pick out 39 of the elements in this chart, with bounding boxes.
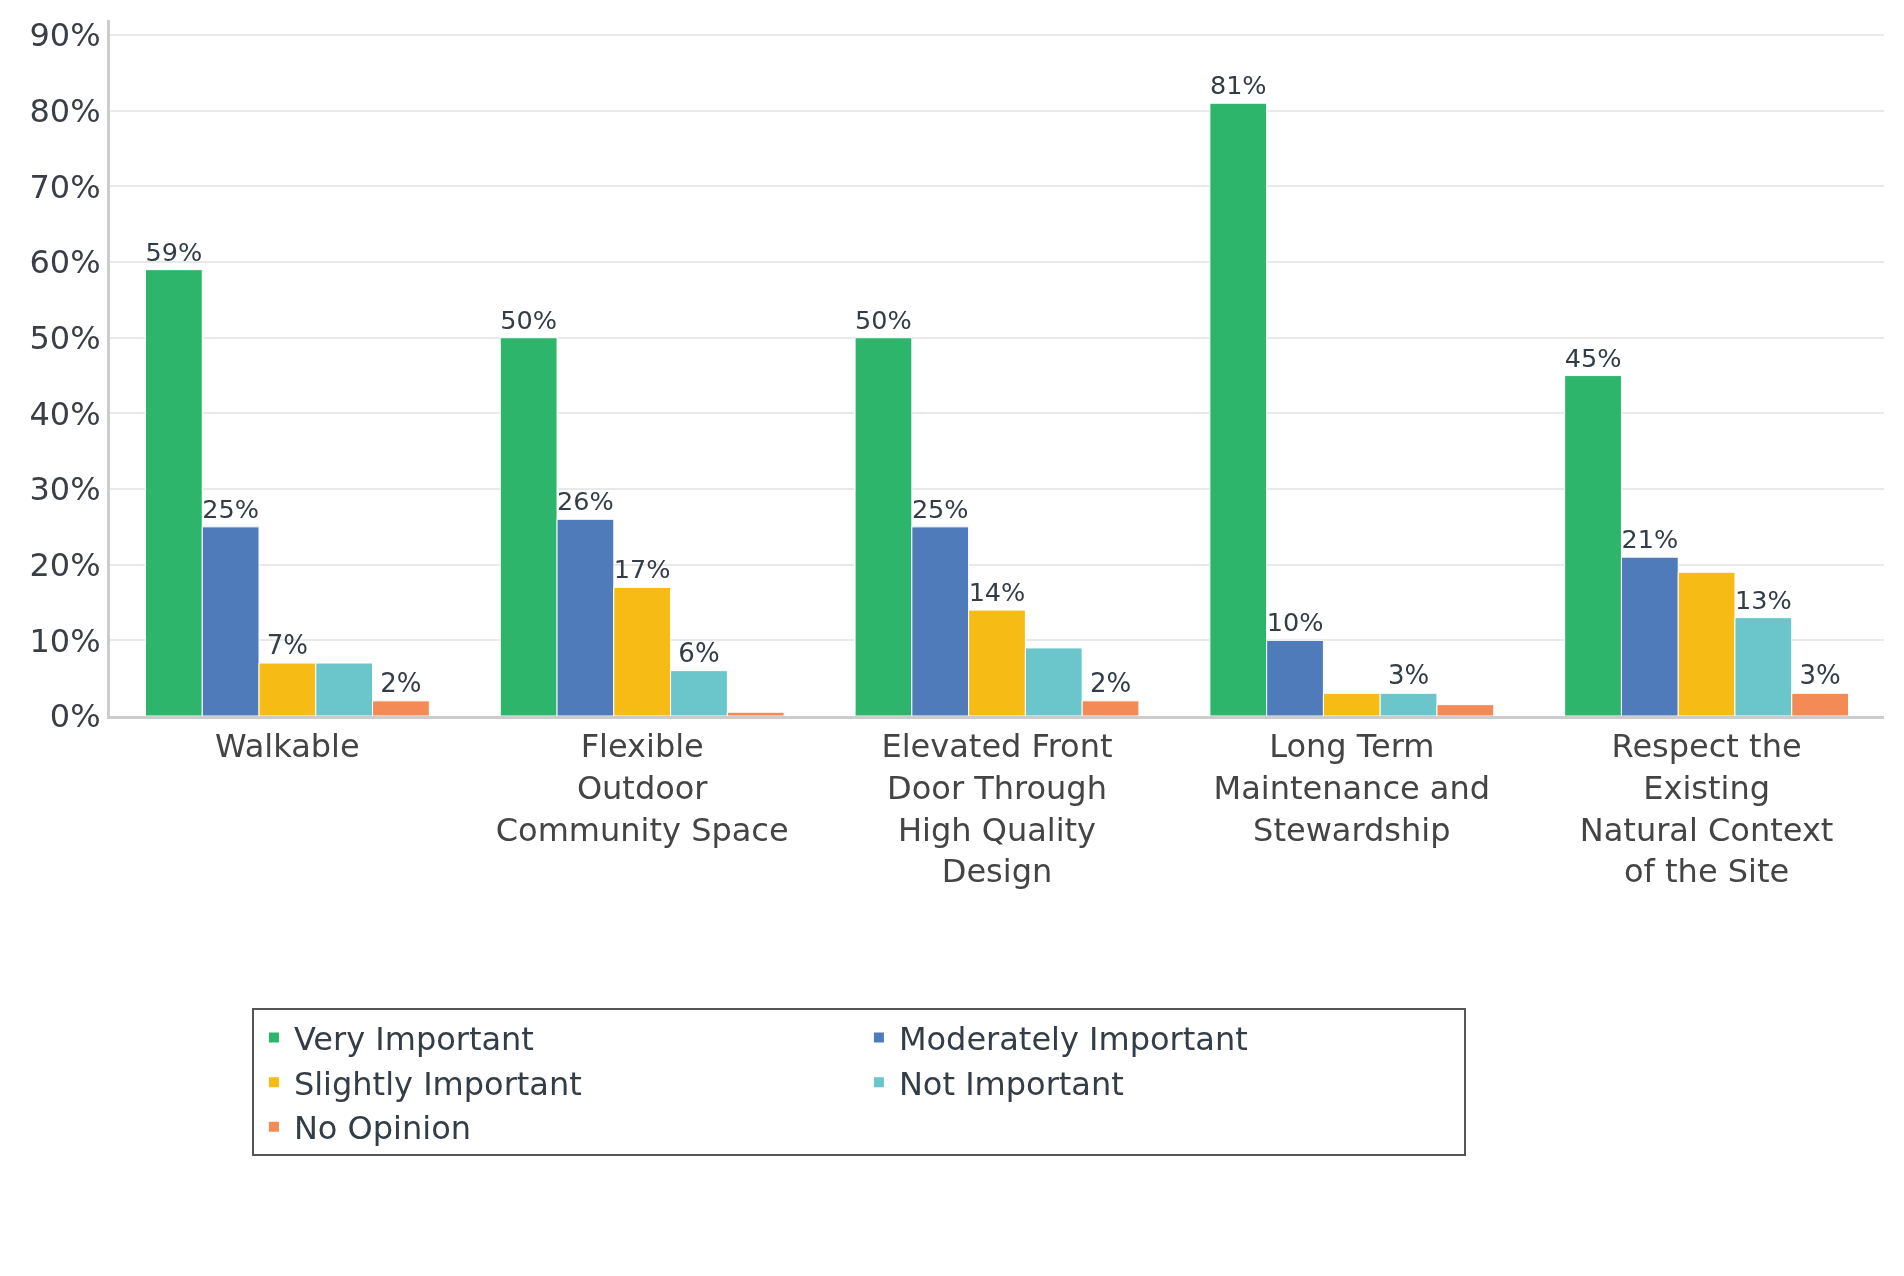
y-tick-label: 80% — [29, 91, 101, 130]
data-label: 81% — [1209, 70, 1267, 101]
y-tick-label: 30% — [29, 470, 101, 509]
y-tick-label: 10% — [29, 621, 101, 660]
data-label: 45% — [1564, 342, 1622, 373]
y-tick-label: 40% — [29, 394, 101, 433]
legend-label: Not Important — [898, 1064, 1124, 1103]
data-label: 13% — [1735, 584, 1792, 615]
y-tick-label: 70% — [29, 167, 101, 206]
data-label: 7% — [266, 630, 309, 661]
y-tick-label: 0% — [49, 697, 101, 736]
data-label: 59% — [145, 236, 203, 267]
data-label: 3% — [1799, 660, 1841, 691]
data-label: 14% — [968, 577, 1026, 608]
data-label: 50% — [500, 304, 558, 335]
legend-label: Very Important — [293, 1020, 534, 1059]
data-label: 2% — [380, 667, 422, 698]
x-tick-label: Flexible Outdoor Community Space — [495, 727, 789, 849]
data-label: 25% — [202, 493, 259, 524]
data-label: 21% — [1621, 524, 1679, 555]
data-label: 2% — [1089, 667, 1132, 698]
data-label: 3% — [1387, 660, 1430, 691]
data-label: 26% — [557, 486, 614, 517]
data-label: 17% — [613, 554, 671, 585]
legend-label: Moderately Important — [898, 1020, 1248, 1059]
x-tick-label: Elevated Front Door Through High Quality Design — [881, 727, 1113, 891]
y-tick-label: 90% — [29, 16, 101, 55]
data-label: 50% — [855, 304, 912, 335]
data-label: 25% — [911, 493, 969, 524]
data-label: 10% — [1266, 607, 1324, 638]
y-tick-label: 60% — [29, 243, 101, 282]
y-tick-label: 50% — [29, 318, 101, 357]
y-tick-label: 20% — [29, 545, 101, 584]
x-tick-label: Walkable — [215, 727, 360, 766]
legend-label: Slightly Important — [293, 1064, 582, 1103]
x-tick-label: Respect the Existing Natural Context of the Site — [1579, 727, 1834, 891]
data-label: 6% — [678, 637, 720, 668]
legend-label: No Opinion — [293, 1109, 472, 1148]
x-tick-label: Long Term Maintenance and Stewardship — [1213, 727, 1491, 849]
